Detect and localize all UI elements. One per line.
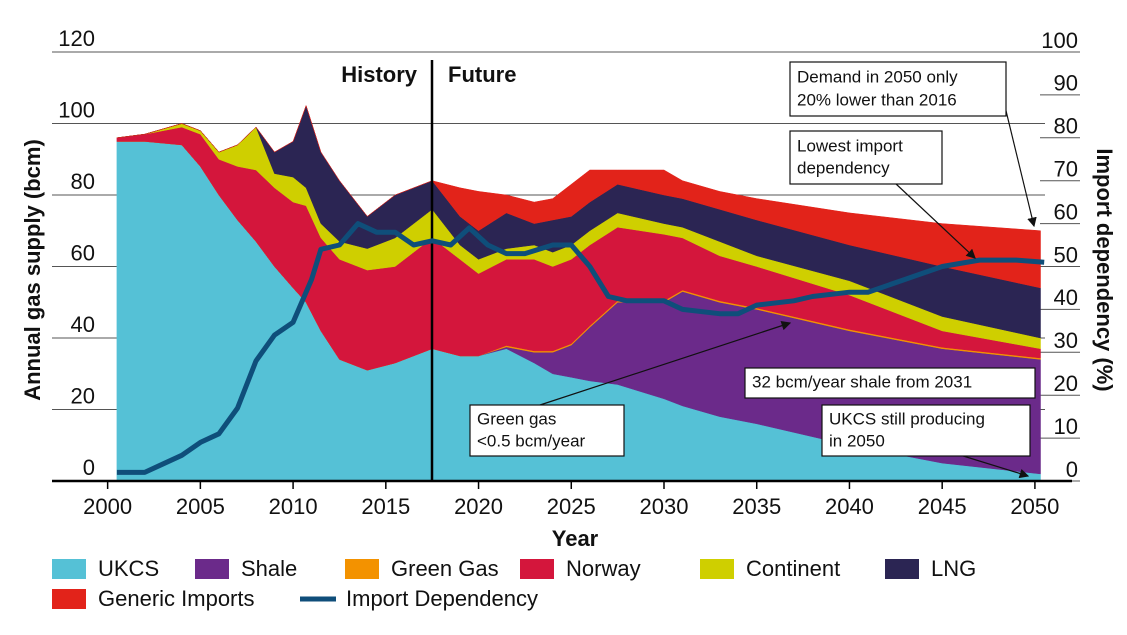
annotation-text: Green gas: [477, 409, 556, 428]
legend-label: Norway: [566, 556, 641, 581]
annotation-text: 32 bcm/year shale from 2031: [752, 372, 972, 391]
x-tick-label: 2050: [1010, 494, 1059, 519]
y2-tick-label: 70: [1054, 157, 1078, 182]
y2-tick-label: 100: [1041, 28, 1078, 53]
x-tick-label: 2010: [269, 494, 318, 519]
y2-tick-label: 40: [1054, 285, 1078, 310]
legend-swatch: [345, 559, 379, 579]
y2-tick-label: 10: [1054, 414, 1078, 439]
x-tick-label: 2025: [547, 494, 596, 519]
annotation-text: UKCS still producing: [829, 409, 985, 428]
annotation-text: 20% lower than 2016: [797, 90, 957, 109]
annotation-arrow: [894, 182, 976, 259]
line: [116, 221, 1045, 475]
annotation-text: Demand in 2050 only: [797, 67, 958, 86]
annotation-text: in 2050: [829, 431, 885, 450]
annotation-text: dependency: [797, 158, 890, 177]
legend-label: Generic Imports: [98, 586, 255, 611]
annotation-box: [821, 404, 1031, 457]
y2-tick-label: 80: [1054, 114, 1078, 139]
y-axis-title: Annual gas supply (bcm): [20, 139, 45, 401]
legend-swatch: [195, 559, 229, 579]
y-tick-label: 40: [71, 312, 95, 337]
legend-label: LNG: [931, 556, 976, 581]
annotation-box: [469, 404, 625, 457]
y-tick-label: 80: [71, 169, 95, 194]
y2-tick-label: 60: [1054, 199, 1078, 224]
y2-tick-label: 20: [1054, 371, 1078, 396]
x-tick-label: 2040: [825, 494, 874, 519]
y-tick-label: 0: [83, 455, 95, 480]
x-tick-label: 2020: [454, 494, 503, 519]
x-axis-title: Year: [552, 526, 599, 551]
annotation-text: Lowest import: [797, 136, 903, 155]
legend-swatch: [520, 559, 554, 579]
x-tick-label: 2015: [361, 494, 410, 519]
legend-label: Import Dependency: [346, 586, 538, 611]
legend-swatch: [52, 559, 86, 579]
y-tick-label: 20: [71, 383, 95, 408]
history-label: History: [341, 62, 418, 87]
y2-tick-label: 50: [1054, 242, 1078, 267]
legend-label: Shale: [241, 556, 297, 581]
annotation-box: [789, 130, 943, 185]
y2-axis-title: Import dependency (%): [1092, 148, 1117, 391]
y-tick-label: 100: [58, 97, 95, 122]
area: [116, 104, 1041, 289]
legend-label: UKCS: [98, 556, 159, 581]
legend-label: Continent: [746, 556, 840, 581]
legend-swatch: [52, 589, 86, 609]
x-tick-label: 2035: [732, 494, 781, 519]
y-tick-label: 60: [71, 240, 95, 265]
legend-label: Green Gas: [391, 556, 499, 581]
legend-swatch: [885, 559, 919, 579]
y2-tick-label: 30: [1054, 328, 1078, 353]
annotation-arrow: [959, 454, 1030, 479]
future-label: Future: [448, 62, 516, 87]
y-tick-label: 120: [58, 26, 95, 51]
annotation-box: [789, 61, 1007, 117]
y2-tick-label: 0: [1066, 457, 1078, 482]
legend-swatch: [700, 559, 734, 579]
annotation-text: <0.5 bcm/year: [477, 431, 586, 450]
y2-tick-label: 90: [1054, 71, 1078, 96]
annotation-box: [744, 367, 1036, 399]
x-tick-label: 2030: [640, 494, 689, 519]
annotation-arrow: [539, 321, 792, 406]
x-tick-label: 2045: [918, 494, 967, 519]
x-tick-label: 2000: [83, 494, 132, 519]
x-tick-label: 2005: [176, 494, 225, 519]
